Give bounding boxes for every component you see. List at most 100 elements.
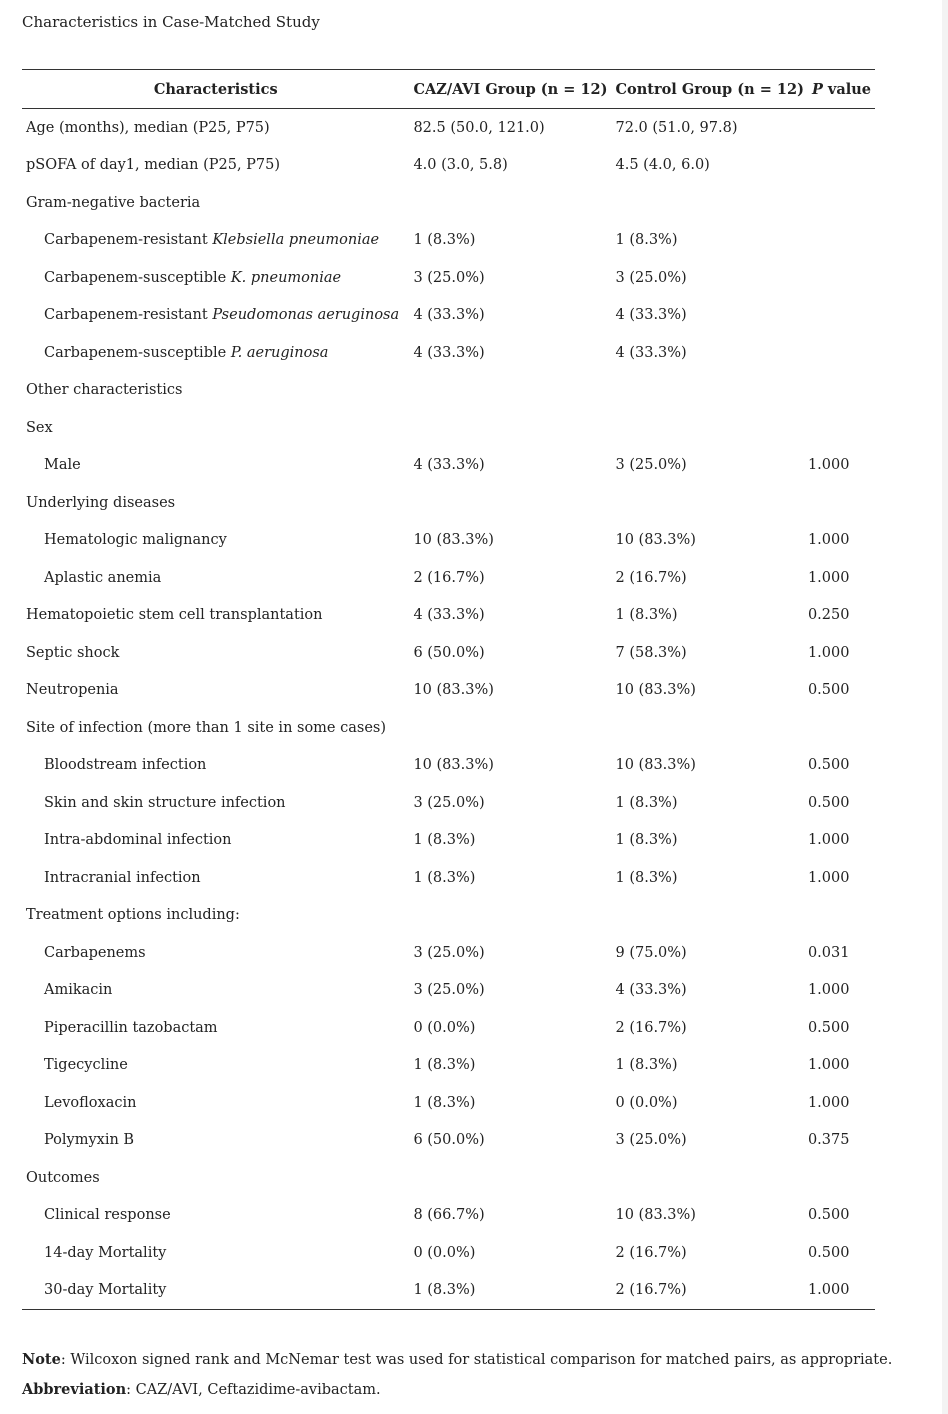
caz-avi-value — [409, 709, 611, 747]
row-label-text: Gram-negative bacteria — [26, 194, 201, 211]
row-label: Neutropenia — [22, 672, 409, 710]
control-value — [612, 184, 808, 222]
row-label: Sex — [22, 409, 409, 447]
control-value — [612, 897, 808, 935]
p-value: 0.500 — [807, 1019, 850, 1036]
row-label-text: Male — [44, 457, 81, 474]
table-header-row: Characteristics CAZ/AVI Group (n = 12) C… — [22, 69, 875, 109]
caz-avi-value: 0 (0.0%) — [413, 1019, 476, 1036]
table-row: Piperacillin tazobactam 0 (0.0%) 2 (16.7%)… — [22, 1009, 875, 1047]
row-label-italic: Pseudomonas aeruginosa — [212, 307, 400, 324]
table-row: Age (months), median (P25, P75) 82.5 (50.… — [22, 109, 875, 147]
table-row: Carbapenem-resistant Pseudomonas aerugin… — [22, 297, 875, 335]
row-label: Intra-abdominal infection — [22, 822, 409, 860]
control-value: 1 (8.3%) — [615, 607, 678, 624]
p-value: 1.000 — [807, 457, 850, 474]
caz-avi-value: 0 (0.0%) — [413, 1244, 476, 1261]
row-label-text: Other characteristics — [26, 382, 183, 399]
p-value — [808, 709, 875, 747]
caz-avi-value: 3 (25.0%) — [413, 944, 485, 961]
control-value — [612, 709, 808, 747]
table-row: Carbapenem-susceptible K. pneumoniae 3 (2… — [22, 259, 875, 297]
table-row: Carbapenems 3 (25.0%) 9 (75.0%) 0.031 — [22, 934, 875, 972]
caz-avi-value: 8 (66.7%) — [413, 1207, 485, 1224]
control-value: 4 (33.3%) — [615, 344, 687, 361]
p-value — [808, 484, 875, 522]
p-value: 0.250 — [807, 607, 850, 624]
table-row: Bloodstream infection 10 (83.3%) 10 (83.3%… — [22, 747, 875, 785]
control-value: 3 (25.0%) — [615, 1132, 687, 1149]
row-label: Bloodstream infection — [22, 747, 409, 785]
table-row: Other characteristics — [22, 372, 875, 410]
p-value: 0.500 — [807, 1207, 850, 1224]
control-value: 4 (33.3%) — [615, 982, 687, 999]
control-value: 3 (25.0%) — [615, 457, 687, 474]
table-row: Hematologic malignancy 10 (83.3%) 10 (83.3… — [22, 522, 875, 560]
row-label-text: Neutropenia — [26, 682, 119, 699]
caz-avi-value — [409, 372, 611, 410]
row-label-text: Sex — [26, 419, 53, 436]
p-value — [808, 334, 875, 372]
row-label-text: Polymyxin B — [44, 1132, 135, 1149]
row-label-italic: K. pneumoniae — [230, 269, 342, 286]
table-row: Treatment options including: — [22, 897, 875, 935]
row-label: Other characteristics — [22, 372, 409, 410]
caz-avi-value: 6 (50.0%) — [413, 1132, 485, 1149]
control-value — [612, 484, 808, 522]
p-value — [808, 1159, 875, 1197]
note-text: : Wilcoxon signed rank and McNemar test … — [60, 1352, 893, 1368]
caz-avi-value: 4 (33.3%) — [413, 307, 485, 324]
control-value: 4 (33.3%) — [615, 307, 687, 324]
p-value: 0.031 — [807, 944, 850, 961]
row-label-text: Treatment options including: — [26, 907, 240, 924]
caz-avi-value: 3 (25.0%) — [413, 794, 485, 811]
p-value: 0.500 — [807, 682, 850, 699]
p-value — [808, 897, 875, 935]
row-label-text: Tigecycline — [44, 1057, 128, 1074]
characteristics-table: Characteristics CAZ/AVI Group (n = 12) C… — [22, 69, 875, 1310]
control-value — [612, 372, 808, 410]
control-value: 10 (83.3%) — [615, 1207, 696, 1224]
p-value — [808, 297, 875, 335]
caz-avi-value: 3 (25.0%) — [413, 982, 485, 999]
row-label-italic: P. aeruginosa — [230, 344, 329, 361]
caz-avi-value: 4 (33.3%) — [413, 607, 485, 624]
row-label-text: 14-day Mortality — [44, 1244, 167, 1261]
control-value: 10 (83.3%) — [615, 757, 696, 774]
row-label: Amikacin — [22, 972, 409, 1010]
row-label-text: Amikacin — [44, 982, 113, 999]
table-row: Clinical response 8 (66.7%) 10 (83.3%) 0.50… — [22, 1197, 875, 1235]
row-label: Carbapenem-susceptible K. pneumoniae — [22, 259, 409, 297]
row-label-text: Bloodstream infection — [44, 757, 207, 774]
abbreviation-text: : CAZ/AVI, Ceftazidime-avibactam. — [126, 1382, 381, 1398]
p-value — [808, 372, 875, 410]
abbreviation-line: Abbreviation: CAZ/AVI, Ceftazidime-aviba… — [22, 1375, 892, 1405]
table-row: Levofloxacin 1 (8.3%) 0 (0.0%) 1.000 — [22, 1084, 875, 1122]
control-value: 72.0 (51.0, 97.8) — [615, 119, 738, 136]
caz-avi-value: 10 (83.3%) — [413, 757, 494, 774]
p-value: 0.500 — [807, 794, 850, 811]
caz-avi-value: 1 (8.3%) — [413, 869, 476, 886]
row-label-italic: Klebsiella pneumoniae — [212, 232, 380, 249]
control-value — [612, 1159, 808, 1197]
control-value: 1 (8.3%) — [615, 832, 678, 849]
p-value — [808, 222, 875, 260]
row-label-text: Septic shock — [26, 644, 120, 661]
p-value: 1.000 — [807, 1094, 850, 1111]
row-label: Gram-negative bacteria — [22, 184, 409, 222]
p-value: 1.000 — [807, 1057, 850, 1074]
p-value — [808, 259, 875, 297]
table-row: Male 4 (33.3%) 3 (25.0%) 1.000 — [22, 447, 875, 485]
row-label: Outcomes — [22, 1159, 409, 1197]
table-row: Septic shock 6 (50.0%) 7 (58.3%) 1.000 — [22, 634, 875, 672]
row-label: 30-day Mortality — [22, 1272, 409, 1310]
row-label-text: Site of infection (more than 1 site in s… — [26, 719, 387, 736]
table-row: Gram-negative bacteria — [22, 184, 875, 222]
row-label-text: Carbapenem-susceptible — [44, 344, 231, 361]
caz-avi-value — [409, 484, 611, 522]
table-row: pSOFA of day1, median (P25, P75) 4.0 (3.0… — [22, 147, 875, 185]
table-notes: Note: Wilcoxon signed rank and McNemar t… — [22, 1345, 892, 1405]
caz-avi-value: 82.5 (50.0, 121.0) — [413, 119, 545, 136]
abbreviation-label: Abbreviation — [22, 1381, 127, 1398]
row-label: Hematologic malignancy — [22, 522, 409, 560]
